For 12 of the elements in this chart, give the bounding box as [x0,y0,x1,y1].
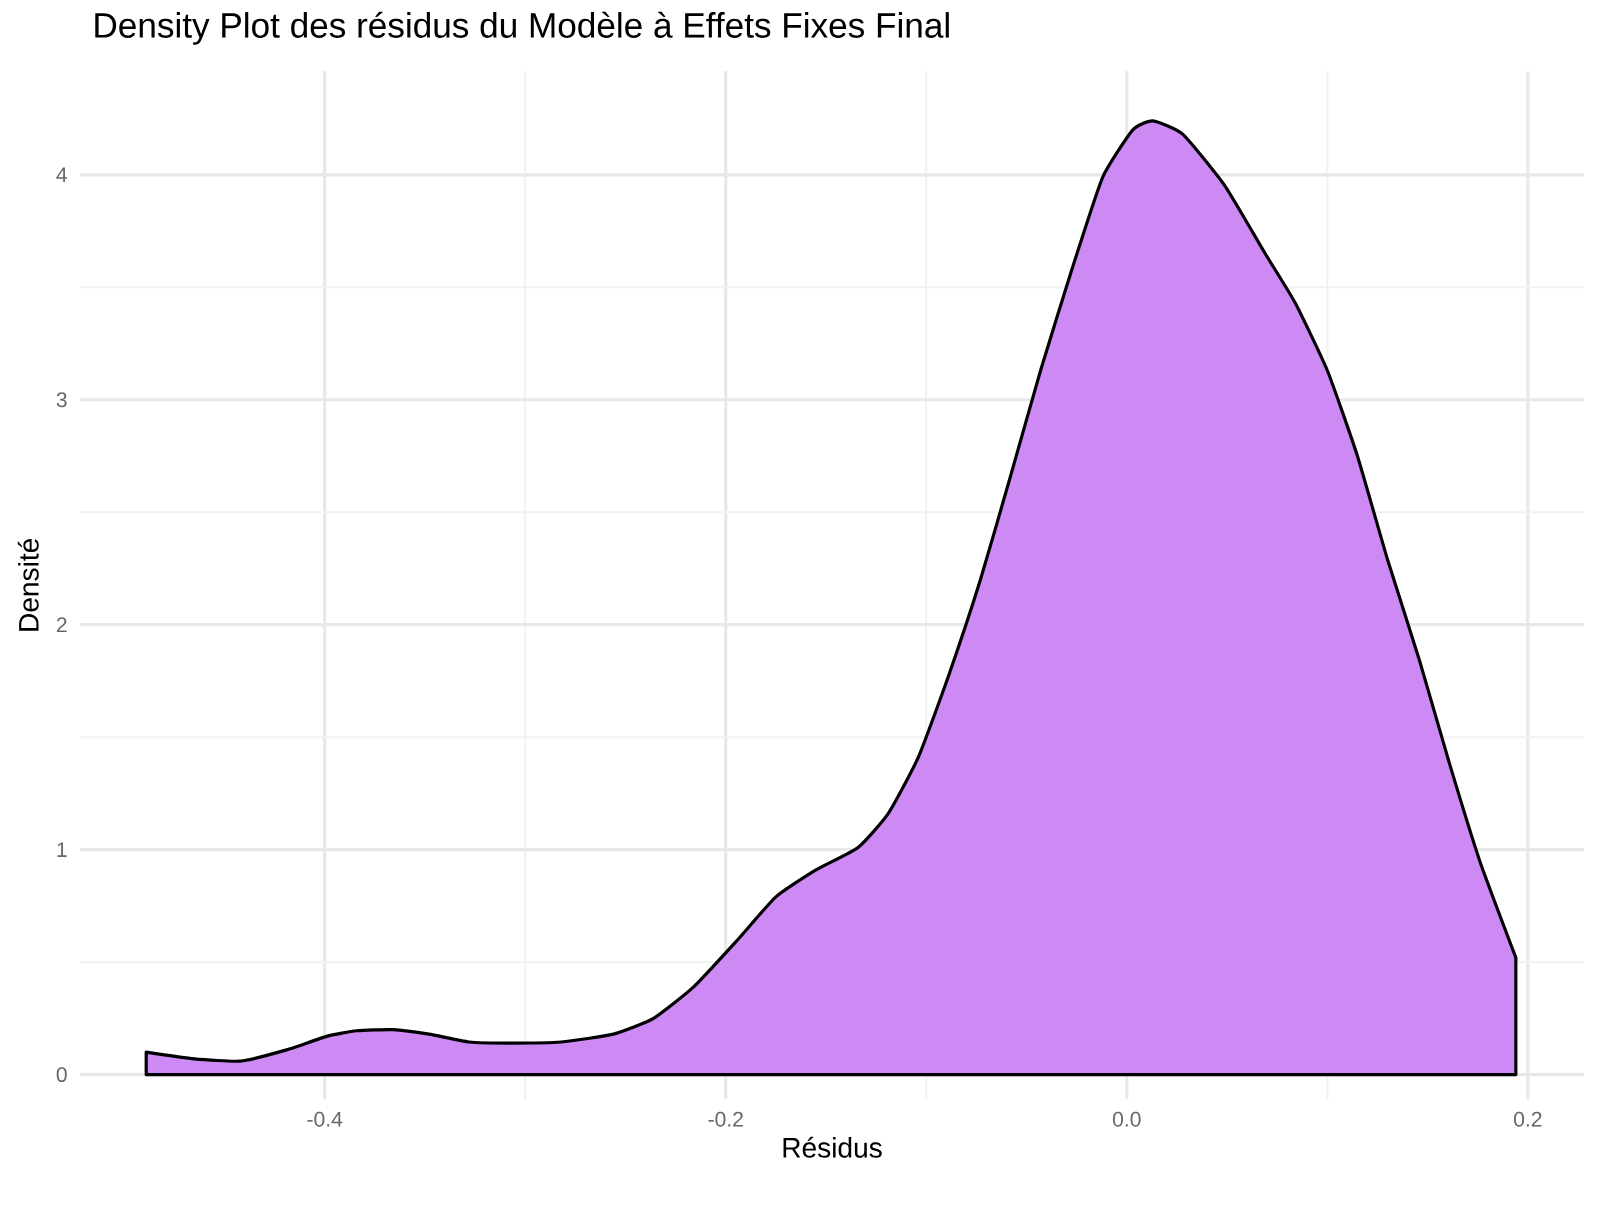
x-tick-label: -0.4 [307,1111,343,1127]
y-axis-title: Densité [17,538,39,631]
y-tick-label: 3 [56,392,67,408]
y-tick-label: 0 [56,1066,67,1082]
chart-title: Density Plot des résidus du Modèle à Effets Fixes Final [95,11,949,45]
x-axis-title: Résidus [783,1136,882,1158]
x-tick-label: -0.2 [708,1111,743,1127]
y-tick-label: 4 [56,167,67,182]
x-tick-label: 0.0 [1112,1111,1141,1127]
y-tick-label: 2 [56,617,67,632]
y-tick-label: 1 [57,842,67,857]
x-tick-label: 0.2 [1514,1111,1542,1127]
